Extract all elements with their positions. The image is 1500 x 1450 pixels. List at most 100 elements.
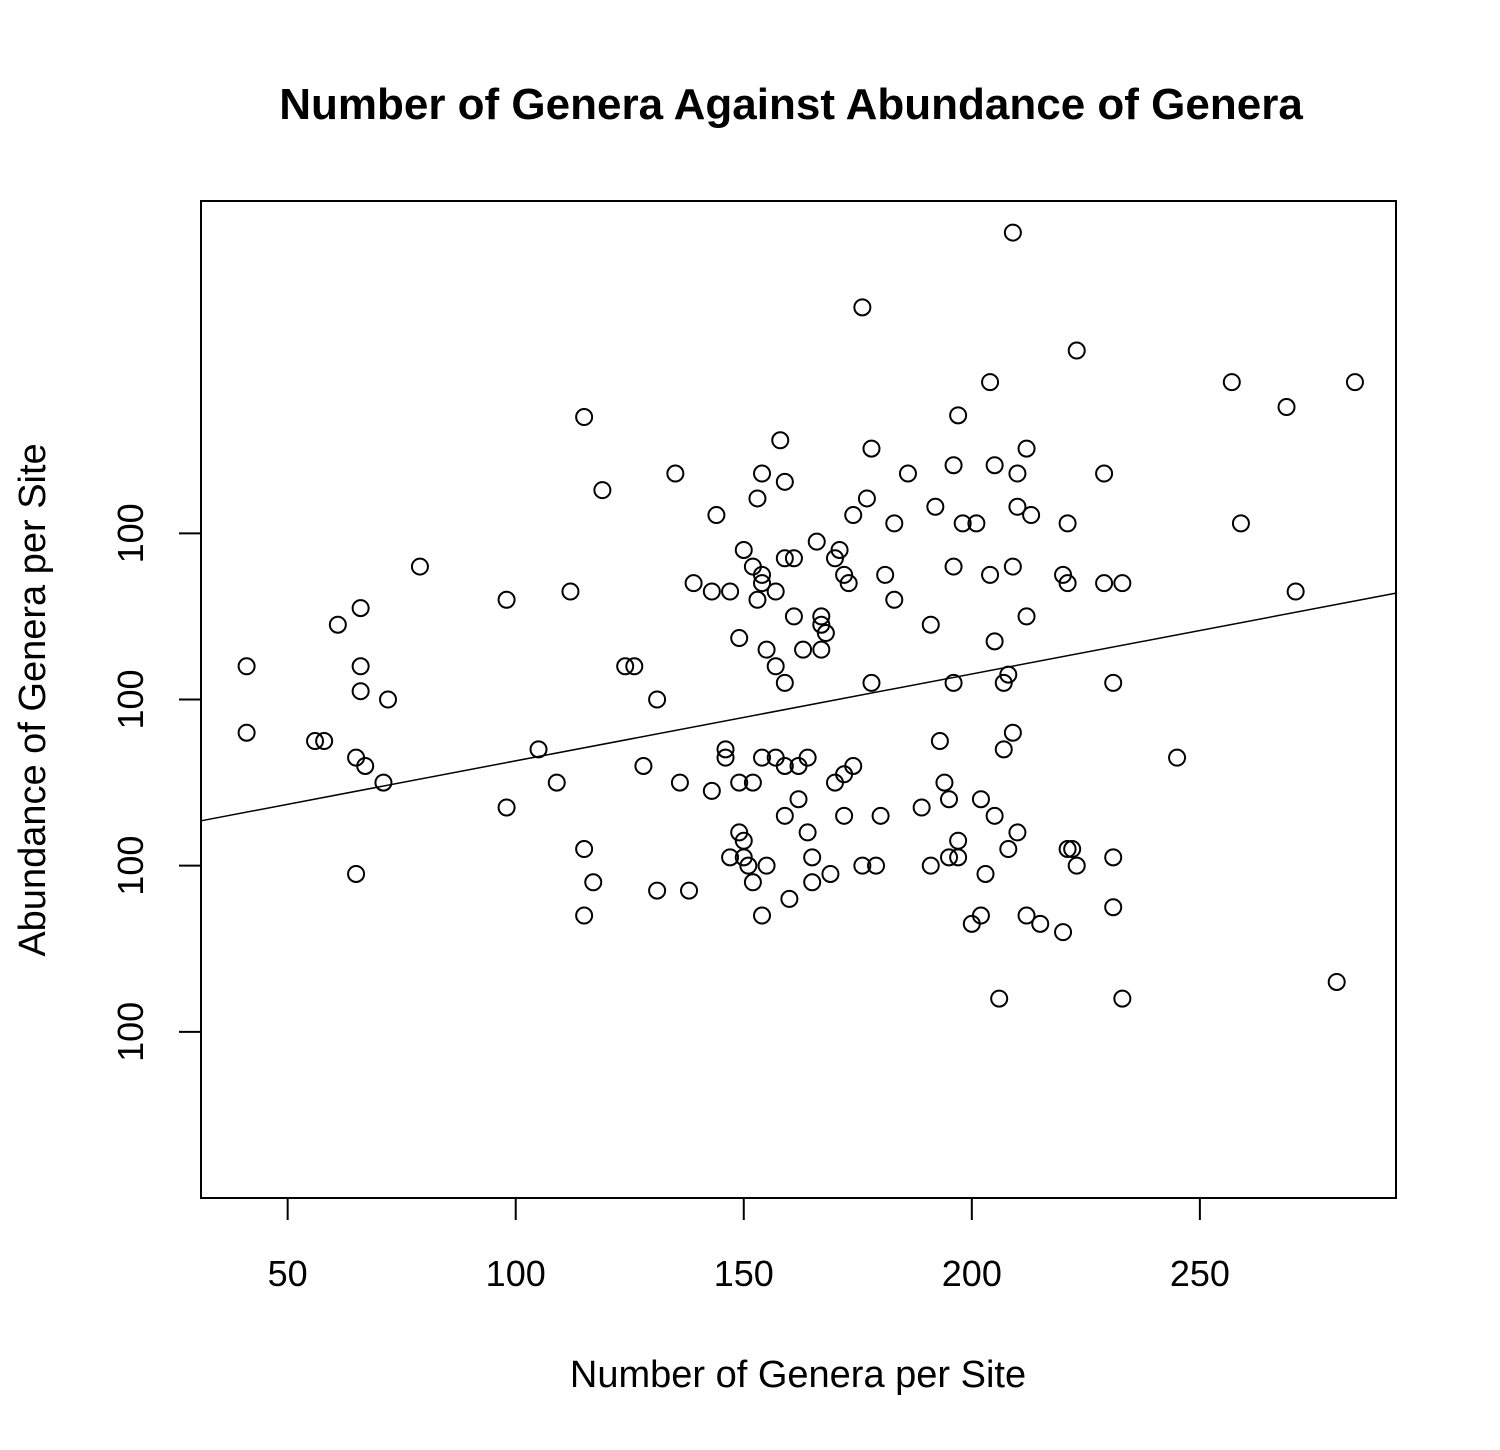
data-point-8 [351, 657, 370, 676]
data-point-162 [1231, 514, 1250, 533]
data-point-137 [1008, 464, 1027, 483]
x-axis: 50 100 150 200 250 [268, 1198, 1230, 1294]
data-point-110 [940, 790, 959, 809]
data-point-161 [1222, 373, 1241, 392]
data-point-122 [971, 906, 990, 925]
data-point-40 [730, 629, 749, 648]
y-tick-label-3: 100 [110, 503, 151, 563]
data-point-101 [885, 514, 904, 533]
data-point-92 [844, 756, 863, 775]
data-point-117 [949, 848, 968, 867]
data-point-28 [648, 881, 667, 900]
data-point-62 [771, 431, 790, 450]
x-tick-label-3: 200 [942, 1253, 1002, 1294]
data-point-149 [1058, 840, 1077, 859]
data-point-56 [753, 906, 772, 925]
data-point-165 [1327, 972, 1346, 991]
y-tick-label-1: 100 [110, 836, 151, 896]
data-point-22 [584, 873, 603, 892]
data-point-115 [949, 406, 968, 425]
data-point-38 [721, 582, 740, 601]
data-point-66 [775, 756, 794, 775]
data-point-144 [1031, 914, 1050, 933]
data-point-19 [575, 408, 594, 427]
data-point-135 [1003, 557, 1022, 576]
data-point-55 [753, 748, 772, 767]
regression-line-layer [200, 592, 1397, 822]
data-point-20 [575, 840, 594, 859]
data-point-119 [962, 914, 981, 933]
data-point-0 [237, 657, 256, 676]
data-point-86 [830, 540, 849, 559]
data-point-34 [702, 781, 721, 800]
data-point-124 [981, 373, 1000, 392]
data-point-43 [734, 540, 753, 559]
data-point-13 [410, 557, 429, 576]
data-point-46 [739, 856, 758, 875]
data-point-121 [971, 790, 990, 809]
y-axis-label: Abundance of Genera per Site [12, 443, 54, 956]
data-point-132 [999, 665, 1018, 684]
data-point-136 [1003, 723, 1022, 742]
data-point-65 [775, 673, 794, 692]
data-point-12 [379, 690, 398, 709]
data-point-27 [648, 690, 667, 709]
data-point-93 [853, 298, 872, 317]
data-point-159 [1113, 989, 1132, 1008]
data-point-89 [835, 806, 854, 825]
data-point-39 [721, 848, 740, 867]
data-point-90 [839, 574, 858, 593]
data-point-10 [356, 756, 375, 775]
data-point-163 [1277, 398, 1296, 417]
data-point-116 [949, 831, 968, 850]
data-point-7 [351, 599, 370, 618]
data-point-123 [976, 864, 995, 883]
data-point-54 [753, 574, 772, 593]
regression-line [200, 592, 1397, 822]
data-point-147 [1058, 514, 1077, 533]
data-point-103 [898, 464, 917, 483]
data-point-104 [912, 798, 931, 817]
data-point-157 [1104, 898, 1123, 917]
data-point-160 [1168, 748, 1187, 767]
data-point-50 [748, 489, 767, 508]
data-point-166 [1345, 373, 1364, 392]
data-point-79 [812, 607, 831, 626]
data-point-139 [1008, 823, 1027, 842]
data-point-60 [766, 657, 785, 676]
data-point-153 [1095, 464, 1114, 483]
data-point-91 [844, 506, 863, 525]
data-point-155 [1104, 673, 1123, 692]
data-point-154 [1095, 574, 1114, 593]
data-point-140 [1017, 439, 1036, 458]
data-point-142 [1017, 906, 1036, 925]
data-point-114 [944, 673, 963, 692]
data-point-99 [871, 806, 890, 825]
data-point-111 [940, 848, 959, 867]
data-point-69 [784, 549, 803, 568]
data-point-106 [921, 856, 940, 875]
data-point-29 [666, 464, 685, 483]
data-point-32 [684, 574, 703, 593]
data-point-151 [1067, 341, 1086, 360]
x-axis-label: Number of Genera per Site [570, 1354, 1026, 1396]
x-tick-label-2: 150 [714, 1253, 774, 1294]
data-point-36 [716, 740, 735, 759]
x-tick-label-1: 100 [486, 1253, 546, 1294]
data-point-41 [730, 773, 749, 792]
data-point-37 [716, 748, 735, 767]
data-point-58 [757, 856, 776, 875]
data-point-108 [930, 732, 949, 751]
data-point-107 [926, 497, 945, 516]
data-point-24 [616, 657, 635, 676]
data-point-131 [994, 740, 1013, 759]
data-point-2 [306, 732, 325, 751]
data-point-9 [351, 682, 370, 701]
data-point-95 [857, 489, 876, 508]
data-point-88 [835, 765, 854, 784]
data-point-47 [743, 557, 762, 576]
data-point-118 [953, 514, 972, 533]
data-point-3 [315, 732, 334, 751]
data-point-15 [497, 798, 516, 817]
